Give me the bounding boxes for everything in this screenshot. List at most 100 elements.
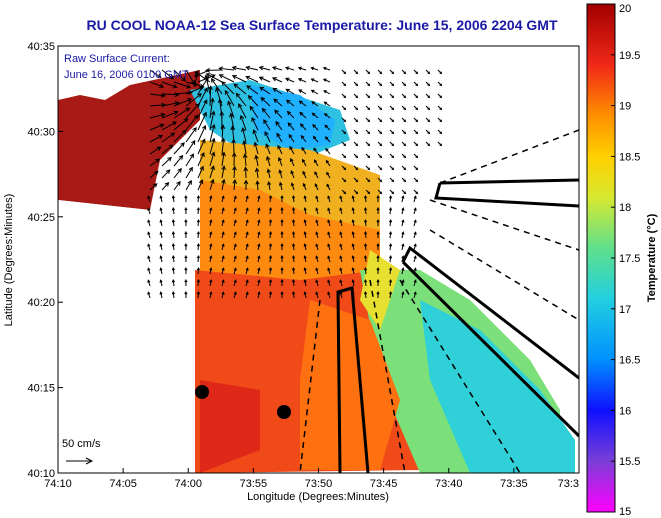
current-vector xyxy=(278,181,283,191)
map-title: RU COOL NOAA-12 Sea Surface Temperature:… xyxy=(87,17,558,33)
current-vector xyxy=(303,219,307,227)
current-vector xyxy=(363,266,368,275)
current-vector xyxy=(365,105,371,111)
x-tick-label: 74:05 xyxy=(109,478,137,490)
y-axis-ticks: 40:35 40:30 40:25 40:20 40:15 40:10 xyxy=(27,41,63,480)
sst-patch-blue-north xyxy=(250,85,335,150)
current-vector xyxy=(401,255,405,263)
current-vector xyxy=(280,266,284,275)
current-vector xyxy=(184,206,188,215)
current-vector xyxy=(209,267,213,275)
current-vector xyxy=(401,177,407,183)
current-vector xyxy=(389,153,395,159)
current-vector xyxy=(289,145,295,155)
current-vector xyxy=(257,243,261,251)
current-vector xyxy=(301,146,307,155)
current-vector xyxy=(413,141,419,147)
current-vector xyxy=(184,254,188,263)
current-vector xyxy=(327,207,331,215)
x-tick-label: 74:10 xyxy=(44,478,72,490)
current-vector xyxy=(149,134,164,143)
current-vector xyxy=(197,152,205,167)
current-vector xyxy=(327,243,331,251)
current-vector xyxy=(257,255,261,263)
current-vector xyxy=(291,230,296,239)
sst-field xyxy=(58,46,579,473)
current-vector xyxy=(254,167,260,179)
current-vector xyxy=(196,242,200,251)
current-vector xyxy=(413,105,419,111)
current-vector xyxy=(197,138,206,155)
current-vector xyxy=(284,66,295,71)
current-vector xyxy=(437,117,443,123)
current-vector xyxy=(221,243,225,251)
current-vector xyxy=(196,206,200,215)
current-vector xyxy=(377,129,383,135)
current-vector xyxy=(353,189,359,195)
current-vector xyxy=(297,66,307,71)
y-tick-label: 40:15 xyxy=(27,383,55,395)
current-vector xyxy=(299,123,307,131)
current-vector xyxy=(401,219,405,227)
colorbar-tick-label: 19.5 xyxy=(619,50,640,62)
x-tick-label: 73:50 xyxy=(305,478,333,490)
current-vector xyxy=(291,290,296,299)
current-vector xyxy=(353,165,359,171)
current-vector xyxy=(147,255,151,263)
current-vector xyxy=(363,230,368,239)
current-vector xyxy=(413,165,419,171)
current-vector xyxy=(302,158,307,167)
current-vector xyxy=(377,117,383,123)
current-vector xyxy=(389,69,395,75)
current-vector xyxy=(267,180,272,191)
current-vector xyxy=(231,138,237,155)
current-vector xyxy=(161,181,170,191)
colorbar-tick-label: 20 xyxy=(619,3,631,15)
current-vector xyxy=(185,93,203,107)
current-vector xyxy=(209,178,215,191)
current-vector xyxy=(196,290,200,299)
current-vector xyxy=(147,291,151,299)
current-vector xyxy=(425,81,431,87)
current-vector xyxy=(285,88,295,95)
current-vector xyxy=(291,242,296,251)
current-vector xyxy=(209,151,216,167)
x-axis-label: Longitude (Degrees:Minutes) xyxy=(247,491,389,503)
current-vector xyxy=(351,255,355,263)
current-vector xyxy=(276,132,283,143)
current-vector xyxy=(243,179,249,191)
current-vector xyxy=(376,266,380,275)
current-vector xyxy=(277,156,283,167)
current-vector xyxy=(185,179,192,191)
x-axis-ticks: 74:10 74:05 74:00 73:55 73:50 73:45 73:40 73:35… xyxy=(44,468,580,490)
current-vector xyxy=(353,129,359,135)
current-vector xyxy=(302,170,307,179)
transect-2b xyxy=(401,260,579,438)
current-vector xyxy=(196,254,200,263)
current-vector xyxy=(233,279,237,287)
current-vector xyxy=(147,279,151,287)
current-vector xyxy=(245,291,249,299)
current-vector xyxy=(388,231,393,239)
current-vector xyxy=(243,166,249,179)
current-vector xyxy=(388,243,393,251)
current-vector xyxy=(268,195,273,203)
current-vector xyxy=(413,117,419,123)
current-vector xyxy=(245,65,259,71)
current-vector xyxy=(242,140,247,155)
current-vector xyxy=(253,141,259,155)
current-vector xyxy=(245,75,259,83)
current-vector xyxy=(245,195,249,203)
current-vector xyxy=(353,81,359,87)
current-vector xyxy=(303,207,307,215)
current-vector xyxy=(365,93,371,99)
sst-patch-cyan-southeast xyxy=(420,300,575,473)
current-vector xyxy=(389,129,395,135)
current-vector xyxy=(303,255,307,263)
current-vector xyxy=(184,230,188,239)
current-vector xyxy=(376,218,380,227)
current-vector xyxy=(204,74,211,95)
current-vector xyxy=(220,137,226,155)
current-vector xyxy=(325,159,331,167)
